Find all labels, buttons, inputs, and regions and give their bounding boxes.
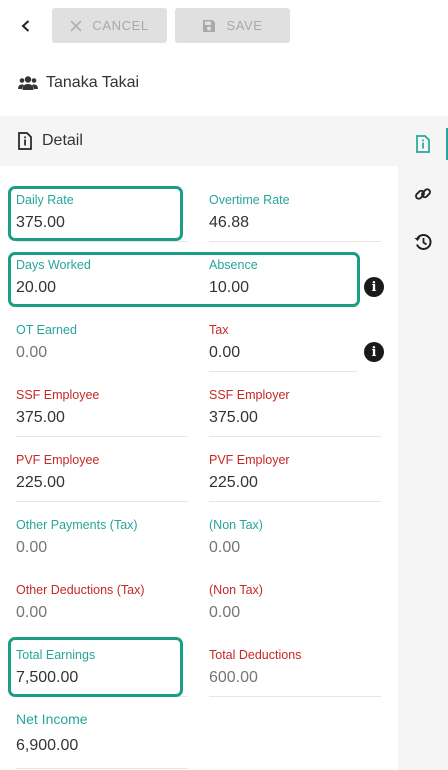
field-value: 375.00 (209, 409, 258, 426)
history-icon (414, 234, 432, 250)
field-label: PVF Employer (209, 453, 290, 467)
field-daily-rate[interactable]: Daily Rate 375.00 (16, 192, 188, 242)
field-ssf-employer[interactable]: SSF Employer 375.00 (209, 387, 381, 437)
section-title: Detail (42, 132, 83, 149)
save-icon (203, 19, 216, 32)
field-label: Other Payments (Tax) (16, 518, 138, 532)
field-ot-earned[interactable]: OT Earned 0.00 (16, 322, 188, 372)
info-file-icon (416, 135, 430, 153)
sidebar-link-button[interactable] (398, 174, 448, 214)
field-total-deductions[interactable]: Total Deductions 600.00 (209, 647, 381, 697)
field-underline (209, 306, 357, 307)
field-value: 225.00 (16, 474, 65, 491)
field-label: Daily Rate (16, 193, 74, 207)
save-button[interactable]: SAVE (175, 8, 290, 43)
field-underline (16, 501, 188, 502)
field-label: Overtime Rate (209, 193, 290, 207)
field-label: OT Earned (16, 323, 77, 337)
detail-section-header: Detail (0, 116, 398, 166)
sidebar-history-button[interactable] (398, 222, 448, 262)
field-underline (16, 696, 188, 697)
field-label: SSF Employee (16, 388, 100, 402)
field-other-deductions-tax[interactable]: Other Deductions (Tax) 0.00 (16, 582, 188, 632)
field-label: (Non Tax) (209, 518, 263, 532)
cancel-label: CANCEL (92, 18, 149, 33)
field-label: Other Deductions (Tax) (16, 583, 145, 597)
field-value: 375.00 (16, 409, 65, 426)
field-value: 600.00 (209, 669, 258, 686)
field-value: 46.88 (209, 214, 250, 231)
field-label: (Non Tax) (209, 583, 263, 597)
field-value: 10.00 (209, 279, 250, 296)
field-underline (16, 436, 188, 437)
field-label: Days Worked (16, 258, 91, 272)
field-other-payments-tax[interactable]: Other Payments (Tax) 0.00 (16, 517, 188, 567)
field-value: 0.00 (16, 344, 48, 361)
info-file-icon (18, 132, 32, 150)
field-days-worked[interactable]: Days Worked 20.00 (16, 257, 188, 307)
field-tax[interactable]: Tax 0.00 (209, 322, 357, 372)
field-underline (16, 768, 188, 769)
field-label: Absence (209, 258, 258, 272)
users-icon (18, 76, 38, 90)
field-underline (209, 436, 381, 437)
field-label: Tax (209, 323, 229, 337)
field-underline (209, 241, 381, 242)
field-value: 6,900.00 (16, 737, 79, 754)
link-icon (415, 188, 431, 200)
sidebar-detail-button[interactable] (398, 124, 448, 164)
field-underline (16, 306, 188, 307)
field-label: SSF Employer (209, 388, 290, 402)
person-name: Tanaka Takai (46, 74, 140, 91)
field-label: Total Earnings (16, 648, 96, 662)
field-value: 225.00 (209, 474, 258, 491)
field-pvf-employer[interactable]: PVF Employer 225.00 (209, 452, 381, 502)
field-underline (209, 371, 357, 372)
field-pvf-employee[interactable]: PVF Employee 225.00 (16, 452, 188, 502)
field-value: 0.00 (16, 539, 48, 556)
field-value: 0.00 (16, 604, 48, 621)
field-underline (209, 501, 381, 502)
field-net-income[interactable]: Net Income 6,900.00 (16, 711, 188, 769)
field-value: 375.00 (16, 214, 65, 231)
field-label: Total Deductions (209, 648, 302, 662)
person-header: Tanaka Takai (18, 70, 139, 96)
field-underline (16, 241, 188, 242)
field-value: 20.00 (16, 279, 57, 296)
field-value: 0.00 (209, 539, 241, 556)
tax-info-icon[interactable]: i (364, 342, 384, 362)
absence-info-icon[interactable]: i (364, 277, 384, 297)
save-label: SAVE (226, 18, 263, 33)
chevron-left-icon (21, 20, 30, 32)
field-label: PVF Employee (16, 453, 100, 467)
toolbar: CANCEL SAVE (0, 0, 448, 52)
field-other-deductions-non-tax[interactable]: (Non Tax) 0.00 (209, 582, 381, 632)
back-button[interactable] (14, 14, 38, 38)
field-value: 7,500.00 (16, 669, 79, 686)
field-ssf-employee[interactable]: SSF Employee 375.00 (16, 387, 188, 437)
cancel-button[interactable]: CANCEL (52, 8, 167, 43)
close-icon (70, 19, 82, 32)
field-overtime-rate[interactable]: Overtime Rate 46.88 (209, 192, 381, 242)
field-underline (209, 696, 381, 697)
field-other-payments-non-tax[interactable]: (Non Tax) 0.00 (209, 517, 381, 567)
field-absence[interactable]: Absence 10.00 (209, 257, 357, 307)
field-value: 0.00 (209, 344, 241, 361)
field-value: 0.00 (209, 604, 241, 621)
field-total-earnings[interactable]: Total Earnings 7,500.00 (16, 647, 188, 697)
field-label: Net Income (16, 711, 88, 727)
right-sidebar (398, 116, 448, 770)
